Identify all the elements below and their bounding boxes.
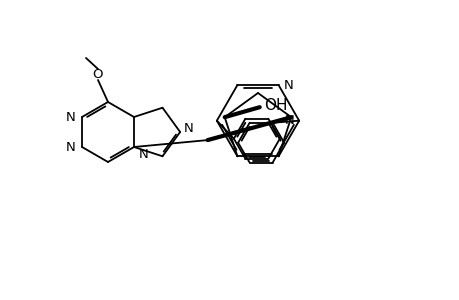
Text: O: O bbox=[93, 68, 103, 80]
Text: N: N bbox=[139, 148, 148, 160]
Text: OH: OH bbox=[263, 98, 287, 113]
Text: N: N bbox=[184, 122, 194, 134]
Text: N: N bbox=[283, 79, 293, 92]
Text: N: N bbox=[65, 140, 75, 154]
Text: N: N bbox=[284, 114, 293, 127]
Text: N: N bbox=[65, 110, 75, 124]
